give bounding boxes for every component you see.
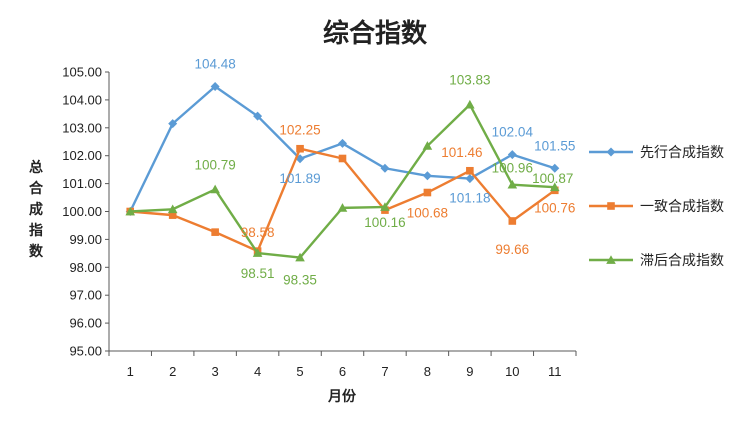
- data-point: [296, 144, 304, 153]
- data-label: 101.46: [441, 145, 482, 160]
- data-point: [606, 147, 616, 157]
- x-axis: 1 2 3 4 5 6 7 8 9 10 11: [108, 350, 577, 379]
- x-tick-label: 6: [339, 364, 346, 379]
- data-point: [466, 166, 474, 175]
- data-label: 100.68: [407, 206, 448, 221]
- x-axis-title: 月份: [327, 388, 357, 405]
- y-tick-label: 97.00: [69, 288, 102, 303]
- data-point: [508, 217, 517, 225]
- data-point: [168, 119, 178, 129]
- data-label: 101.18: [449, 191, 490, 206]
- y-tick-label: 105.00: [62, 65, 102, 80]
- data-label: 102.04: [492, 125, 534, 140]
- y-axis: 95.00 96.00 97.00 98.00 99.00 100.00 101.00 102…: [62, 65, 110, 359]
- series-1: [125, 82, 560, 216]
- x-tick-label: 8: [424, 364, 431, 379]
- data-point: [607, 202, 615, 210]
- x-tick-label: 9: [466, 364, 473, 379]
- x-tick-label: 5: [296, 364, 303, 379]
- legend-label: 一致合成指数: [640, 199, 724, 215]
- data-label: 104.48: [194, 57, 235, 72]
- data-point: [210, 82, 220, 92]
- y-tick-label: 102.00: [62, 148, 102, 163]
- data-point: [550, 163, 560, 173]
- data-point: [168, 211, 177, 219]
- data-point: [167, 204, 178, 214]
- x-tick-label: 10: [505, 364, 519, 379]
- data-point: [380, 163, 390, 173]
- x-tick-label: 7: [381, 364, 388, 379]
- y-tick-label: 104.00: [62, 92, 102, 107]
- series-3: [125, 99, 560, 262]
- y-tick-label: 96.00: [69, 316, 102, 331]
- legend-item-2: 一致合成指数: [589, 199, 724, 215]
- legend-label: 先行合成指数: [640, 145, 724, 161]
- data-point: [465, 174, 475, 184]
- data-point: [423, 188, 432, 197]
- x-tick-label: 4: [254, 364, 261, 379]
- data-label: 101.89: [279, 171, 320, 186]
- data-point: [422, 141, 433, 150]
- y-tick-label: 98.00: [69, 260, 102, 275]
- data-point: [465, 99, 475, 109]
- y-tick-label: 103.00: [62, 120, 102, 135]
- data-point: [507, 179, 518, 189]
- y-axis-title: 总合成指数: [29, 159, 44, 260]
- data-point: [338, 154, 347, 163]
- data-point: [253, 111, 263, 121]
- data-point: [549, 182, 560, 192]
- data-point: [507, 150, 517, 160]
- data-point: [295, 252, 305, 262]
- legend-item-3: 滞后合成指数: [589, 253, 724, 269]
- data-point: [337, 203, 348, 212]
- data-point: [422, 171, 432, 181]
- data-label: 100.76: [534, 200, 575, 215]
- data-label: 98.35: [283, 273, 317, 288]
- data-label: 103.83: [449, 73, 490, 88]
- y-tick-label: 101.00: [62, 176, 102, 191]
- data-point: [606, 255, 616, 264]
- x-tick-label: 11: [548, 364, 562, 379]
- data-label: 100.87: [532, 171, 573, 186]
- data-label: 102.25: [279, 123, 320, 138]
- data-point: [211, 228, 219, 236]
- y-tick-label: 99.00: [69, 232, 102, 247]
- y-tick-label: 95.00: [69, 344, 102, 359]
- data-point: [338, 138, 347, 148]
- legend-item-1: 先行合成指数: [589, 145, 724, 161]
- data-point: [125, 206, 136, 216]
- x-tick-label: 1: [127, 364, 134, 379]
- data-label: 100.79: [194, 157, 235, 172]
- series-line: [129, 85, 556, 213]
- data-label: 100.16: [364, 215, 405, 230]
- x-tick-label: 2: [169, 364, 176, 379]
- x-tick-label: 3: [212, 364, 219, 379]
- chart-title: 综合指数: [323, 18, 428, 49]
- data-label: 100.96: [492, 161, 533, 176]
- legend-label: 滞后合成指数: [640, 253, 724, 269]
- data-point: [252, 248, 263, 257]
- y-axis-title-text: 总合成指数: [29, 159, 44, 260]
- series-layer: [125, 82, 560, 262]
- data-point: [210, 184, 220, 194]
- data-point: [380, 202, 390, 211]
- data-label: 98.51: [241, 266, 275, 281]
- data-label: 101.55: [534, 138, 575, 153]
- data-label: 98.58: [241, 225, 275, 240]
- data-label: 99.66: [495, 242, 529, 257]
- y-tick-label: 100.00: [62, 204, 102, 219]
